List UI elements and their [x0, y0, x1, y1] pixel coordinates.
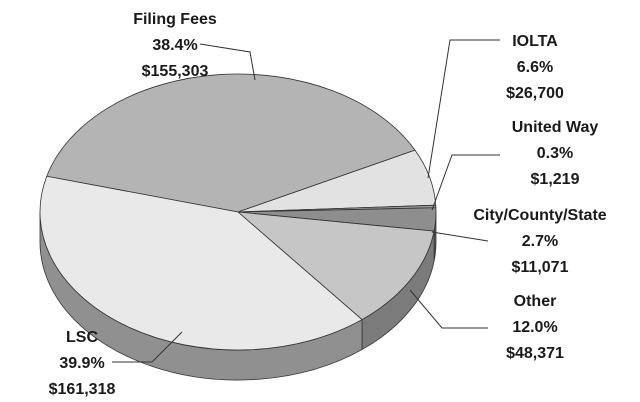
- slice-label: Filing Fees: [133, 11, 217, 28]
- leader-line: [112, 331, 183, 363]
- pie: [39, 73, 437, 381]
- slice: [46, 73, 416, 213]
- leader-line: [199, 43, 256, 81]
- slice-amount: $1,219: [531, 171, 580, 188]
- slice-amount: $26,700: [506, 85, 564, 102]
- slice-label: Other: [514, 293, 557, 310]
- leader-line: [427, 39, 500, 179]
- slice-amount: $155,303: [142, 63, 209, 80]
- slice-amount: $48,371: [506, 345, 564, 362]
- slice-percent: 38.4%: [152, 37, 197, 54]
- slice-amount: $161,318: [49, 381, 116, 398]
- slice-label: City/County/State: [473, 207, 606, 224]
- leader-line: [409, 289, 488, 329]
- slice-label: LSC: [66, 329, 98, 346]
- slice-percent: 0.3%: [537, 145, 573, 162]
- labels: Filing Fees 38.4% $155,303 IOLTA 6.6% $26,700…: [49, 11, 607, 398]
- slice-percent: 39.9%: [59, 355, 104, 372]
- leader-line: [431, 154, 500, 211]
- slice-percent: 6.6%: [517, 59, 553, 76]
- leader-line: [431, 231, 489, 242]
- slice: [236, 211, 435, 321]
- slice: [39, 175, 363, 351]
- slice-label: IOLTA: [512, 33, 558, 50]
- slice-label: United Way: [512, 119, 599, 136]
- slice-percent: 2.7%: [522, 233, 558, 250]
- slice-percent: 12.0%: [512, 319, 557, 336]
- slice-amount: $11,071: [512, 259, 569, 276]
